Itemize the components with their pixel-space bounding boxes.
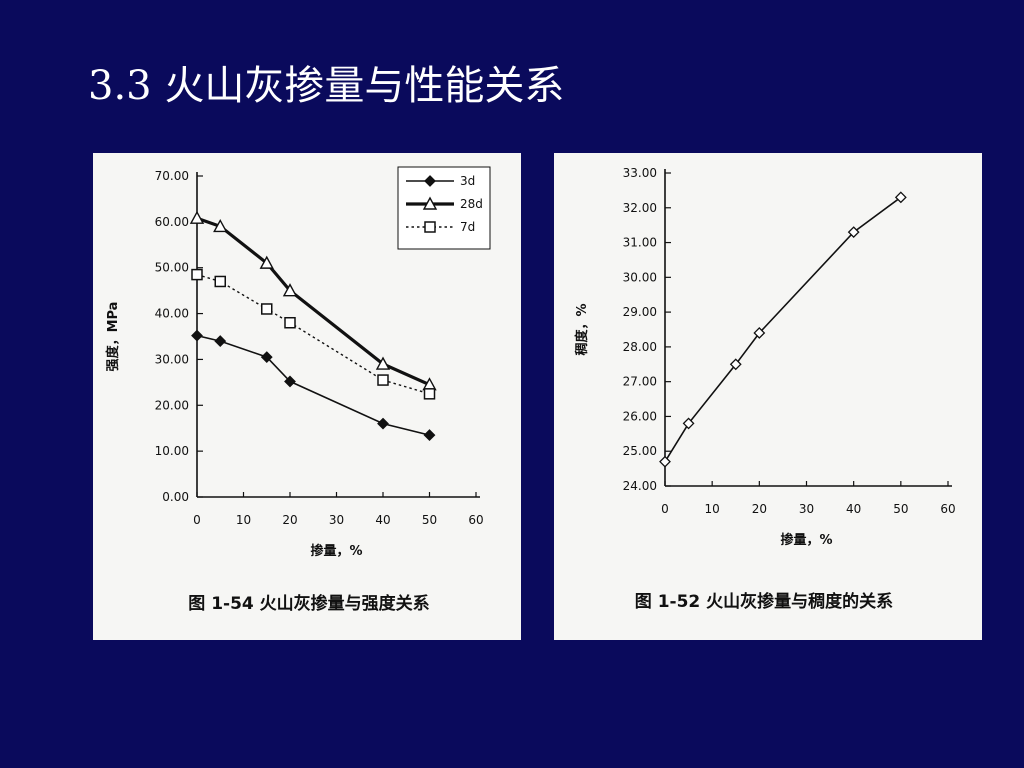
y-axis-title: 强度，MPa: [105, 302, 121, 372]
data-point-28d: [259, 255, 274, 269]
y-tick-label: 60.00: [155, 215, 189, 229]
x-tick-label: 50: [422, 513, 437, 527]
y-tick-label: 28.00: [623, 340, 657, 354]
y-tick-label: 40.00: [155, 307, 189, 321]
legend-label-3d: 3d: [460, 174, 475, 188]
legend-marker-28d: [422, 196, 438, 210]
data-point: [894, 191, 907, 204]
x-axis-title: 掺量，%: [780, 532, 832, 548]
strength-chart: 0.00 10.00 20.00 30.00 40.00 50.00 60.00 70.00 0…: [105, 166, 491, 614]
data-point: [659, 455, 671, 468]
data-point-28d: [213, 218, 228, 233]
y-tick-label: 26.00: [623, 409, 657, 423]
data-point-7d: [191, 268, 203, 281]
y-tick-label: 50.00: [155, 261, 189, 275]
y-axis-title: 稠度，%: [574, 303, 590, 355]
y-tick-label: 24.00: [623, 479, 657, 493]
data-point-3d: [214, 335, 227, 348]
data-point-7d: [284, 316, 296, 329]
x-tick-label: 30: [329, 513, 344, 527]
data-point: [729, 358, 742, 371]
y-tick-label: 10.00: [155, 444, 189, 458]
data-point-7d: [261, 303, 273, 315]
data-point-7d: [377, 374, 389, 386]
data-point-7d: [214, 275, 226, 288]
y-tick-label: 27.00: [623, 375, 657, 389]
x-tick-label: 60: [468, 513, 483, 527]
y-tick-label: 30.00: [155, 352, 189, 366]
data-point: [847, 226, 860, 239]
x-tick-label: 10: [705, 502, 720, 516]
y-tick-label: 0.00: [162, 490, 189, 504]
data-point-3d: [284, 375, 296, 388]
x-tick-label: 20: [752, 502, 767, 516]
series-line-7d: [196, 273, 430, 395]
data-point-3d: [377, 417, 389, 430]
y-tick-label: 25.00: [623, 444, 657, 458]
legend-marker-7d: [424, 221, 436, 233]
y-tick-label: 32.00: [623, 201, 657, 215]
x-tick-label: 0: [661, 502, 669, 516]
x-tick-label: 10: [236, 513, 251, 527]
data-point-3d: [191, 329, 203, 342]
y-tick-label: 30.00: [623, 270, 657, 284]
consistency-chart: 24.00 25.00 26.00 27.00 28.00 29.00 30.00 31.00…: [574, 166, 956, 612]
data-point-28d: [375, 356, 391, 370]
x-tick-label: 40: [846, 502, 861, 516]
x-tick-label: 0: [193, 513, 201, 527]
legend-label-28d: 28d: [460, 197, 483, 211]
x-tick-label: 30: [799, 502, 814, 516]
x-tick-label: 60: [940, 502, 955, 516]
x-axis-title: 掺量，%: [310, 543, 362, 559]
y-tick-label: 70.00: [155, 169, 189, 183]
x-tick-label: 50: [893, 502, 908, 516]
data-point: [682, 417, 695, 430]
legend-marker-3d: [424, 175, 436, 187]
consistency-chart-panel: 24.00 25.00 26.00 27.00 28.00 29.00 30.00 31.00…: [554, 153, 982, 640]
data-point-28d: [189, 210, 205, 224]
data-point-3d: [260, 351, 273, 364]
x-tick-label: 40: [375, 513, 390, 527]
data-point-3d: [423, 429, 436, 442]
series-line: [664, 196, 902, 463]
x-tick-label: 20: [282, 513, 297, 527]
data-point-7d: [423, 388, 436, 400]
strength-chart-panel: 0.00 10.00 20.00 30.00 40.00 50.00 60.00 70.00 0…: [93, 153, 521, 640]
y-tick-label: 31.00: [623, 236, 657, 250]
series-line-28d: [196, 216, 431, 387]
slide-title: 3.3 火山灰掺量与性能关系: [88, 63, 565, 109]
figure-caption: 图 1-54 火山灰掺量与强度关系: [188, 593, 429, 614]
series-line-3d: [196, 334, 430, 436]
y-tick-label: 20.00: [155, 398, 189, 412]
data-point-28d: [282, 283, 298, 297]
figure-caption: 图 1-52 火山灰掺量与稠度的关系: [635, 591, 893, 612]
y-tick-label: 33.00: [623, 166, 657, 180]
data-point: [753, 327, 766, 339]
y-tick-label: 29.00: [623, 305, 657, 319]
legend-label-7d: 7d: [460, 220, 475, 234]
